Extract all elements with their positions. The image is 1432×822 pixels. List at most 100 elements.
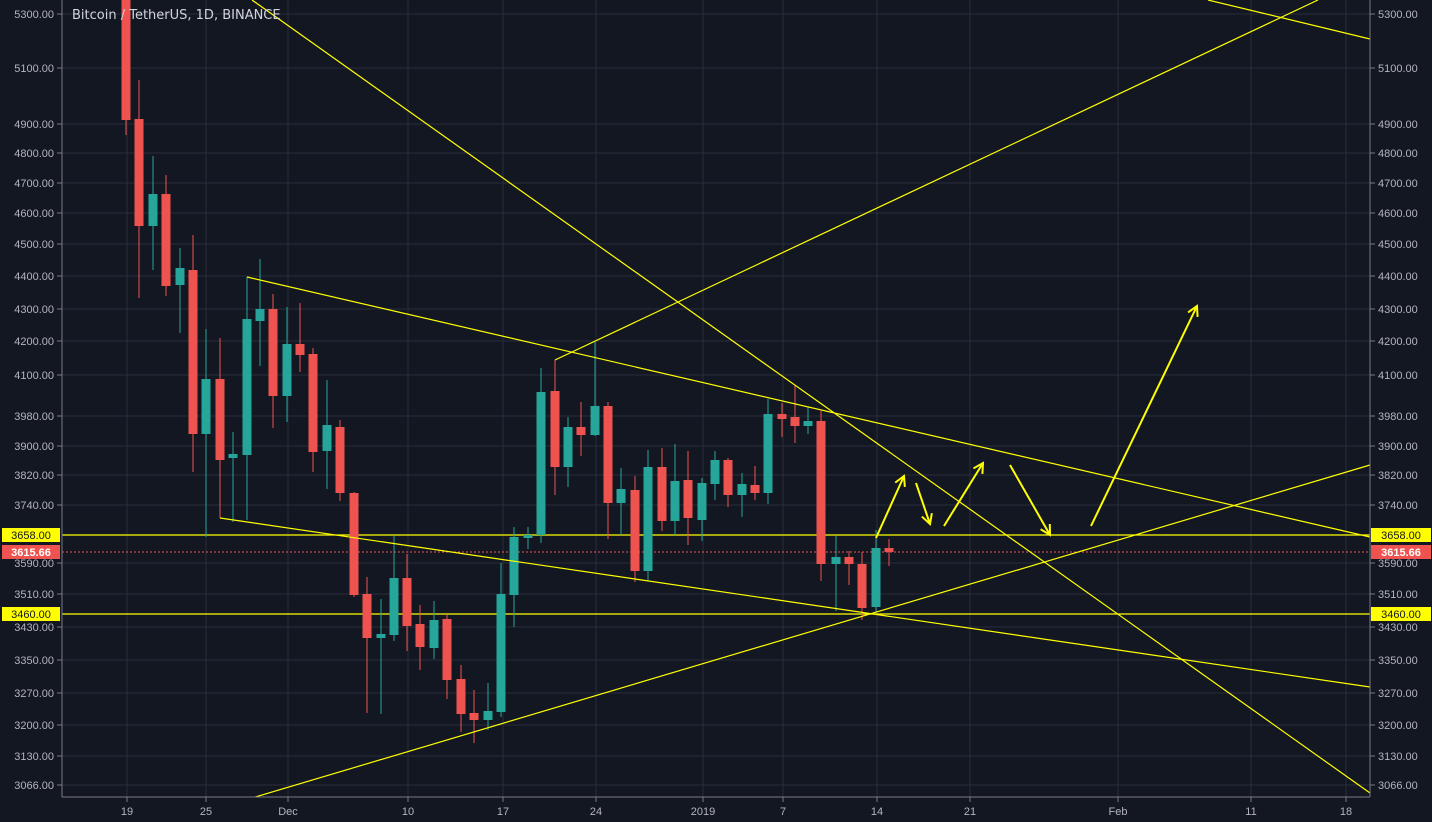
candle[interactable]	[831, 536, 841, 611]
candle[interactable]	[777, 403, 787, 437]
price-label: 4800.00	[14, 148, 54, 160]
candle[interactable]	[523, 527, 533, 549]
candle[interactable]	[228, 432, 238, 522]
candle[interactable]	[282, 307, 292, 422]
candle[interactable]	[857, 552, 867, 620]
candle[interactable]	[723, 458, 733, 507]
candle[interactable]	[683, 451, 693, 545]
right-price-scale[interactable]: 5300.00 5100.00 4900.00 4800.00 4700.00 4600.…	[1370, 9, 1418, 792]
candle[interactable]	[376, 599, 386, 714]
horizontal-levels[interactable]	[62, 534, 1370, 615]
candle-body	[844, 557, 854, 564]
candle[interactable]	[884, 539, 894, 566]
candle[interactable]	[456, 665, 466, 732]
candlestick-series[interactable]	[121, 0, 894, 743]
candle[interactable]	[750, 466, 760, 500]
candle[interactable]	[496, 563, 506, 717]
candle[interactable]	[871, 530, 881, 612]
candle[interactable]	[188, 235, 198, 472]
candle[interactable]	[737, 473, 747, 517]
candle[interactable]	[844, 551, 854, 585]
time-label: 21	[964, 806, 976, 818]
price-label: 3820.00	[14, 470, 54, 482]
candle[interactable]	[402, 554, 412, 651]
price-label: 3430.00	[14, 622, 54, 634]
candle[interactable]	[335, 420, 345, 501]
candle[interactable]	[349, 492, 359, 597]
price-label: 4900.00	[1378, 119, 1418, 131]
candle[interactable]	[161, 175, 171, 296]
candle-body	[884, 548, 894, 552]
candle[interactable]	[550, 360, 560, 495]
candle[interactable]	[415, 605, 425, 670]
candle[interactable]	[148, 156, 158, 270]
candle[interactable]	[215, 338, 225, 518]
candle-body	[616, 489, 626, 503]
candle[interactable]	[201, 329, 211, 537]
candle[interactable]	[121, 0, 131, 135]
trendline[interactable]	[251, 464, 1371, 799]
candle[interactable]	[563, 417, 573, 487]
candle[interactable]	[816, 411, 826, 581]
candle[interactable]	[322, 380, 332, 489]
arrow-drawing[interactable]	[1009, 464, 1052, 537]
candle[interactable]	[509, 527, 519, 627]
candle[interactable]	[268, 294, 278, 428]
candle[interactable]	[442, 615, 452, 699]
candle[interactable]	[657, 448, 667, 531]
arrow-drawing[interactable]	[1090, 304, 1199, 527]
candle[interactable]	[308, 348, 318, 472]
time-label: 25	[200, 806, 212, 818]
candle-body	[803, 421, 813, 426]
candle[interactable]	[255, 259, 265, 366]
time-scale[interactable]: 19 25 Dec 10 17 24 2019 7 14 21 Feb 11 18	[121, 797, 1352, 818]
arrow-drawing[interactable]	[915, 482, 933, 526]
price-marker-badge	[2, 545, 60, 559]
trendline-drawings[interactable]	[219, 0, 1371, 799]
candle-body	[442, 619, 452, 680]
candle[interactable]	[616, 468, 626, 535]
trendline[interactable]	[1207, 0, 1371, 40]
candle[interactable]	[763, 399, 773, 504]
price-marker-badge	[1371, 607, 1431, 621]
price-label: 4400.00	[1378, 271, 1418, 283]
candle[interactable]	[295, 303, 305, 372]
arrow-drawing[interactable]	[943, 461, 985, 527]
candle[interactable]	[630, 476, 640, 582]
arrow-drawing[interactable]	[875, 474, 906, 539]
candle-body	[697, 483, 707, 520]
candle[interactable]	[242, 277, 252, 520]
candle-body	[255, 309, 265, 321]
candle[interactable]	[710, 451, 720, 500]
price-label: 4800.00	[1378, 148, 1418, 160]
price-label: 3270.00	[1378, 688, 1418, 700]
candle[interactable]	[803, 407, 813, 434]
candle[interactable]	[697, 478, 707, 541]
arrow-drawings[interactable]	[875, 304, 1199, 539]
candle-body	[429, 620, 439, 648]
trendline[interactable]	[219, 517, 1371, 688]
candle[interactable]	[429, 601, 439, 659]
candle[interactable]	[603, 402, 613, 539]
candle[interactable]	[576, 402, 586, 456]
candle[interactable]	[175, 248, 185, 333]
candle[interactable]	[362, 577, 372, 713]
candle[interactable]	[389, 536, 399, 641]
candle[interactable]	[469, 690, 479, 743]
candle[interactable]	[670, 444, 680, 535]
price-label: 4500.00	[1378, 239, 1418, 251]
candle[interactable]	[483, 683, 493, 730]
price-marker-badge	[1371, 545, 1431, 559]
left-price-scale[interactable]: 5300.00 5100.00 4900.00 4800.00 4700.00 4600.…	[14, 9, 62, 792]
trendline[interactable]	[246, 276, 1371, 538]
trendline[interactable]	[251, 0, 1371, 794]
candle[interactable]	[134, 80, 144, 298]
candle-body	[750, 485, 760, 493]
candle[interactable]	[536, 368, 546, 543]
candle[interactable]	[643, 450, 653, 581]
candle-body	[456, 679, 466, 714]
candle[interactable]	[790, 385, 800, 443]
trendline[interactable]	[554, 0, 1319, 361]
candle-body	[670, 481, 680, 521]
